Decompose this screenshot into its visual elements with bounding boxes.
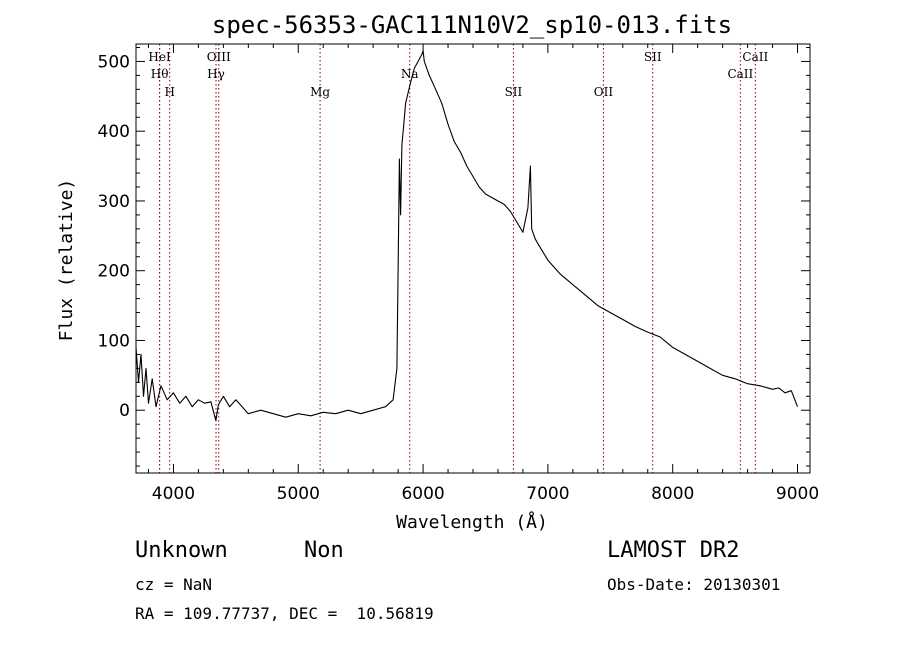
observation-date: Obs-Date: 20130301: [607, 575, 781, 594]
object-class: Unknown: [135, 538, 228, 563]
y-tick-label: 300: [98, 192, 130, 212]
spectral-line-label: SII: [505, 85, 523, 99]
x-axis-title: Wavelength (Å): [396, 511, 548, 533]
spectral-line-markers: Hθ HeI H OIII Hγ Mg Na SII OII SII CaII CaII: [148, 44, 768, 473]
spectral-line-label: CaII: [727, 67, 753, 81]
y-axis-title: Flux (relative): [56, 179, 77, 342]
spectral-line-label: CaII: [742, 50, 768, 64]
plot-frame: [135, 43, 811, 474]
spectrum-series-line: [135, 50, 799, 422]
object-subclass: Non: [304, 538, 344, 563]
y-tick-label: 200: [98, 262, 130, 282]
chart-title: spec-56353-GAC111N10V2_sp10-013.fits: [212, 11, 732, 39]
y-tick-label: 0: [119, 401, 130, 421]
x-tick-label: 7000: [526, 484, 569, 504]
y-tick-label: 400: [98, 122, 130, 142]
spectral-line-label: HeI: [148, 50, 171, 64]
spectral-line-label: Hθ: [151, 67, 169, 81]
spectral-line-label: SII: [644, 50, 662, 64]
x-tick-label: 8000: [651, 484, 694, 504]
sky-coordinates: RA = 109.77737, DEC = 10.56819: [135, 604, 434, 623]
y-tick-label: 100: [98, 331, 130, 351]
spectral-line-label: OIII: [207, 50, 231, 64]
x-tick-label: 5000: [277, 484, 320, 504]
x-tick-label: 4000: [152, 484, 195, 504]
x-tick-label: 6000: [401, 484, 444, 504]
spectral-line-label: Mg: [310, 85, 330, 99]
redshift-value: cz = NaN: [135, 575, 213, 594]
y-tick-label: 500: [98, 52, 130, 72]
x-tick-label: 9000: [776, 484, 819, 504]
x-axis: 4000 5000 6000 7000 8000 9000: [147, 44, 819, 504]
spectral-line-label: Na: [401, 67, 419, 81]
spectral-line-label: H: [164, 85, 174, 99]
spectral-line-label: OII: [594, 85, 614, 99]
spectral-line-label: Hγ: [207, 67, 225, 81]
y-axis: 0 100 200 300 400 500: [98, 46, 810, 467]
survey-name: LAMOST DR2: [607, 538, 740, 563]
